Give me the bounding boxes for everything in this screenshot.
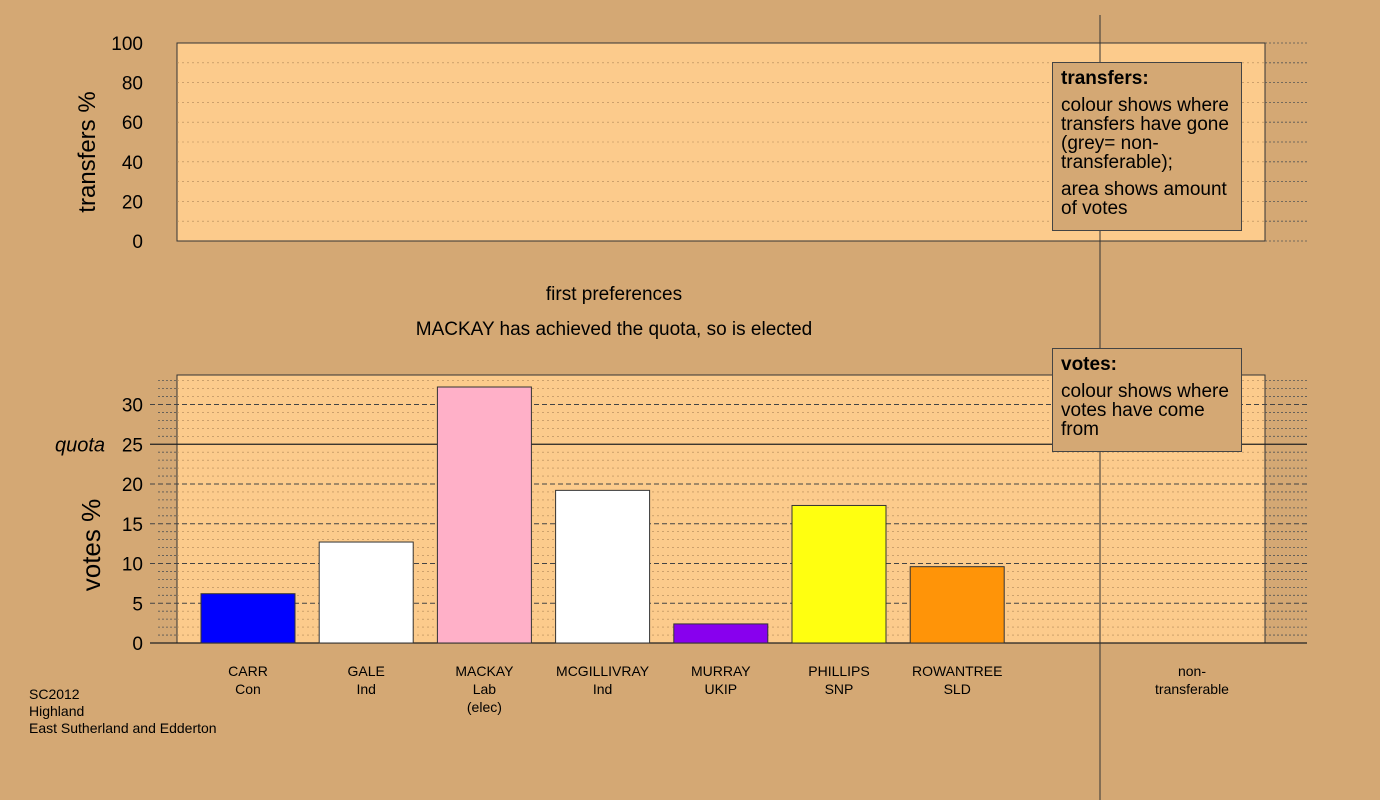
category-name-label: MACKAY <box>455 663 514 679</box>
votes-y-tick-label: 15 <box>122 515 143 536</box>
bar-gale <box>318 541 414 644</box>
footer-ward: East Sutherland and Edderton <box>29 720 217 736</box>
category-name-label: GALE <box>348 663 385 679</box>
bar-carr <box>200 593 296 644</box>
transfers-y-tick-label: 80 <box>122 74 143 95</box>
transfers-legend-text-1: colour shows where transfers have gone (… <box>1061 95 1229 173</box>
category-party-label: Ind <box>593 681 612 697</box>
bar-murray <box>673 623 769 644</box>
bar-rowantree <box>909 566 1005 644</box>
quota-label: quota <box>55 434 105 456</box>
bar-phillips <box>791 504 887 644</box>
category-party-label: SNP <box>825 681 854 697</box>
nontransferable-label: non- <box>1178 663 1206 679</box>
votes-y-tick-label: 5 <box>132 594 143 615</box>
votes-y-tick-label: 25 <box>122 435 143 456</box>
bar-mcgillivray <box>555 489 651 644</box>
votes-legend: votes: colour shows where votes have com… <box>1052 348 1242 452</box>
category-party-label: Lab <box>473 681 497 697</box>
footer: SC2012 Highland East Sutherland and Edde… <box>29 686 217 737</box>
votes-y-tick-label: 30 <box>122 396 143 417</box>
category-party-label: SLD <box>944 681 971 697</box>
votes-y-tick-label: 20 <box>122 475 143 496</box>
votes-legend-title: votes: <box>1061 354 1117 375</box>
transfers-legend: transfers: colour shows where transfers … <box>1052 62 1242 231</box>
category-name-label: CARR <box>228 663 268 679</box>
category-party-label: UKIP <box>704 681 737 697</box>
transfers-legend-title: transfers: <box>1061 68 1149 89</box>
transfers-y-tick-label: 100 <box>111 34 143 55</box>
category-name-label: MCGILLIVRAY <box>556 663 650 679</box>
category-name-label: ROWANTREE <box>912 663 1002 679</box>
category-status-label: (elec) <box>467 699 502 715</box>
category-name-label: PHILLIPS <box>808 663 869 679</box>
votes-legend-text: colour shows where votes have come from <box>1061 381 1229 440</box>
footer-election: SC2012 <box>29 686 80 702</box>
bar-mackay <box>436 386 532 644</box>
transfers-y-axis-label: transfers % <box>74 91 101 212</box>
transfers-y-tick-label: 40 <box>122 153 143 174</box>
transfers-legend-text-2: area shows amount of votes <box>1061 179 1227 219</box>
category-party-label: Con <box>235 681 261 697</box>
transfers-y-tick-label: 20 <box>122 192 143 213</box>
footer-council: Highland <box>29 703 85 719</box>
transfers-y-tick-label: 0 <box>132 232 143 253</box>
category-party-label: Ind <box>356 681 375 697</box>
votes-y-tick-label: 10 <box>122 555 143 576</box>
transfers-y-tick-label: 60 <box>122 113 143 134</box>
votes-panel: quota 0 5 10 15 20 25 30 votes % <box>55 374 1307 655</box>
nontransferable-label: transferable <box>1155 681 1229 697</box>
chart-subtitle: MACKAY has achieved the quota, so is ele… <box>416 319 812 340</box>
category-name-label: MURRAY <box>691 663 751 679</box>
chart-title: first preferences <box>546 284 682 305</box>
category-labels: CARR Con GALE Ind MACKAY Lab (elec) MCGILLIVRAY… <box>228 663 1229 715</box>
votes-y-axis-label: votes % <box>76 499 106 592</box>
votes-y-tick-label: 0 <box>132 634 143 655</box>
